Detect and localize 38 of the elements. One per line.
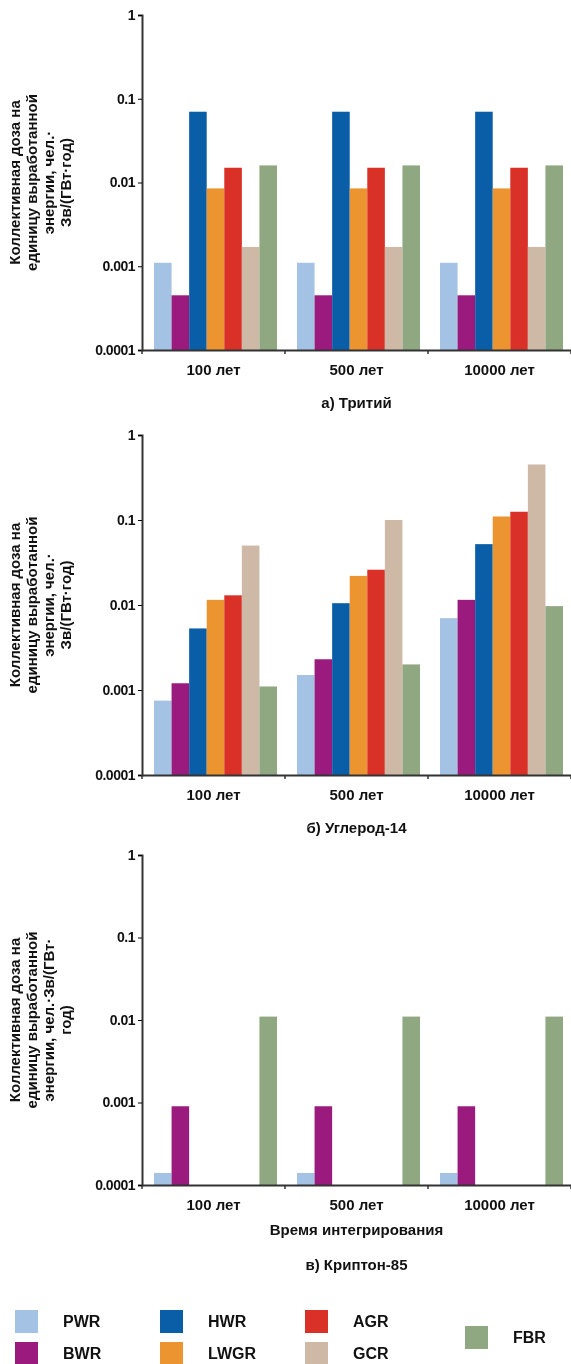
- legend-label: HWR: [208, 1313, 247, 1330]
- text: а) Тритий: [321, 394, 392, 411]
- legend-label: PWR: [63, 1313, 101, 1330]
- y-tick-label: 0.01: [109, 174, 136, 191]
- y-tick-label: 1: [127, 426, 136, 443]
- x-axis-title: Время интегрирования: [269, 1221, 444, 1238]
- x-tick-label: 10000 лет: [464, 1195, 535, 1213]
- y-tick-label: 0.0001: [95, 766, 136, 783]
- legend-label: FBR: [513, 1329, 547, 1346]
- x-tick-label: 500 лет: [329, 360, 384, 378]
- x-tick-label: 10000 лет: [464, 785, 535, 803]
- y-tick-label: 1: [127, 846, 136, 863]
- y-axis-title: Коллективная доза на единицу выработанной энергии, чел.· Зв/(ГВт·год): [6, 516, 74, 694]
- y-tick-label: 0.01: [109, 1011, 136, 1028]
- y-tick-label: 0.001: [102, 681, 136, 698]
- y-tick-label: 0.001: [102, 1094, 136, 1111]
- y-axis-title: Коллективная доза на единицу выработанной энергии, чел.· Зв/(ГВт·год): [6, 94, 74, 271]
- y-tick-label: 0.01: [109, 596, 136, 613]
- y-tick-label: 0.0001: [95, 1176, 136, 1193]
- text: в) Криптон-85: [305, 1256, 408, 1273]
- y-tick-label: 0.1: [117, 511, 136, 528]
- y-tick-label: 0.0001: [95, 341, 136, 358]
- y-axis-title: Коллективная доза на единицу выработанной энергии, чел.·Зв/(ГВт· год): [6, 931, 74, 1109]
- x-tick-label: 500 лет: [329, 785, 384, 803]
- x-tick-label: 10000 лет: [464, 360, 535, 378]
- y-tick-label: 0.001: [102, 258, 136, 275]
- x-tick-label: 500 лет: [329, 1195, 384, 1213]
- y-tick-label: 0.1: [117, 929, 136, 946]
- text: б) Углерод-14: [306, 819, 408, 836]
- legend-label: GCR: [353, 1345, 389, 1362]
- x-tick-label: 100 лет: [186, 1195, 241, 1213]
- legend-label: LWGR: [208, 1345, 257, 1362]
- x-tick-label: 100 лет: [186, 360, 241, 378]
- x-tick-label: 100 лет: [186, 785, 241, 803]
- y-tick-label: 0.1: [117, 90, 136, 107]
- legend-label: BWR: [63, 1345, 102, 1362]
- y-tick-label: 1: [127, 6, 136, 23]
- legend-label: AGR: [353, 1313, 389, 1330]
